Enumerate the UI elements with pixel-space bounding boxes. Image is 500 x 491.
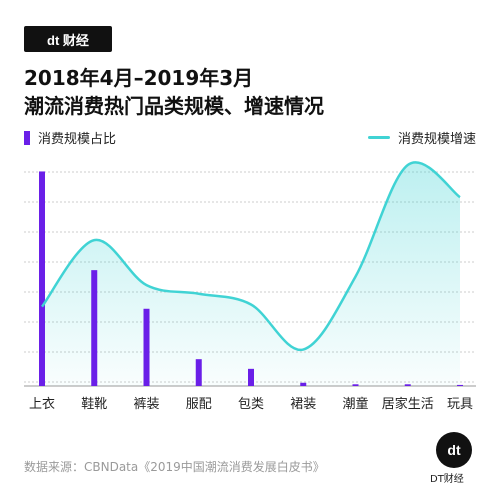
bar-6 — [352, 384, 359, 386]
brand-logo-text: dt 财经 — [47, 32, 89, 48]
x-tick-label: 鞋靴 — [81, 396, 107, 412]
brand-logo: dt 财经 — [24, 26, 112, 52]
legend-bar-swatch — [24, 130, 30, 145]
x-tick-label: 上衣 — [29, 396, 55, 412]
dt-badge-text: DT财经 — [430, 474, 464, 485]
legend-bar: 消费规模占比 — [24, 128, 116, 147]
title-line-2: 潮流消费热门品类规模、增速情况 — [24, 94, 324, 118]
legend-bar-label: 消费规模占比 — [38, 132, 117, 147]
dt-badge: dt — [436, 432, 472, 468]
bar-7 — [404, 384, 411, 386]
x-tick-label: 玩具 — [447, 397, 473, 412]
bar-8 — [457, 384, 463, 386]
dt-badge-glyph: dt — [447, 442, 461, 458]
chart-title: 2018年4月–2019年3月 潮流消费热门品类规模、增速情况 — [24, 64, 464, 120]
bar-1 — [91, 270, 98, 386]
bar-0 — [39, 171, 45, 386]
x-tick-label: 包类 — [238, 397, 264, 412]
data-source: 数据来源：CBNData《2019中国潮流消费发展白皮书》 — [24, 460, 325, 474]
legend-line: 消费规模增速 — [367, 128, 476, 147]
growth-area-fill — [42, 162, 460, 386]
bar-4 — [248, 368, 254, 386]
x-tick-label: 服配 — [186, 397, 212, 412]
x-tick-label: 裤装 — [133, 397, 159, 412]
title-line-1: 2018年4月–2019年3月 — [24, 66, 254, 90]
bar-5 — [300, 382, 307, 386]
growth-line — [41, 161, 461, 351]
x-tick-label: 居家生活 — [382, 396, 434, 412]
bar-2 — [143, 308, 150, 386]
x-tick-label: 潮童 — [342, 396, 368, 412]
legend-line-label: 消费规模增速 — [397, 132, 476, 147]
x-tick-label: 裙装 — [290, 397, 316, 412]
legend-line-swatch — [367, 136, 390, 139]
bar-3 — [195, 359, 202, 386]
